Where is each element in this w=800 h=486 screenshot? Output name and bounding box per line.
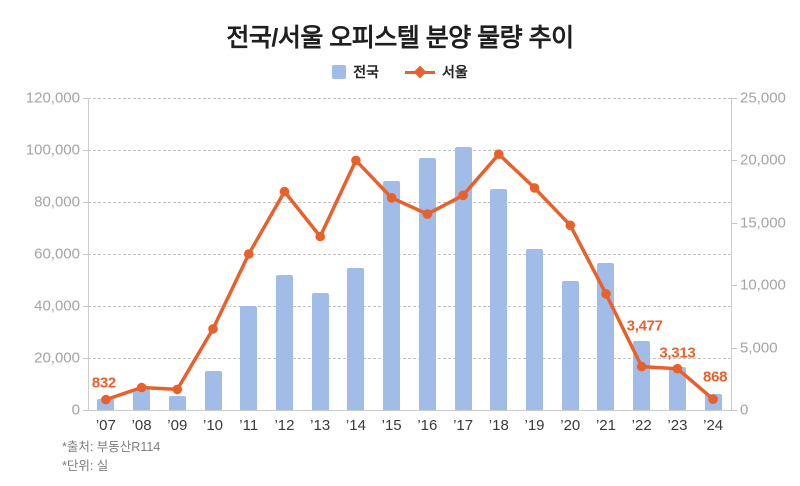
bar-09 [168,395,186,410]
y-axis-right-label: 10,000 [740,276,786,294]
gridline [88,202,731,203]
y-axis-right-tick [732,347,737,349]
gridline [88,150,731,151]
chart-legend: 전국 서울 [0,62,800,82]
legend-item-seoul: 서울 [405,62,468,82]
bar-10 [204,371,222,410]
point-label-3313: 3,313 [659,344,696,362]
source-note: *출처: 부동산R114 [62,440,161,454]
bar-12 [275,274,293,410]
y-axis-right-tick [732,410,737,411]
seoul-point-marker [565,220,576,231]
y-axis-left-tick [83,410,88,411]
y-axis-left-tick [83,358,88,359]
seoul-point-marker [315,231,326,242]
bar-07 [97,399,115,410]
gridline [88,306,731,307]
bar-13 [311,293,329,410]
seoul-point-marker [172,384,183,395]
seoul-point-marker [208,324,218,334]
x-axis-label: ’08 [131,417,152,434]
bar-18 [490,189,508,410]
bar-24 [704,394,722,410]
bar-swatch-icon [332,65,347,79]
legend-label-seoul: 서울 [442,64,468,80]
y-axis-left-tick [83,150,88,151]
x-axis-label: ’24 [703,417,724,434]
y-axis-left-line [88,98,89,411]
y-axis-right-label: 20,000 [740,151,786,169]
x-axis-label: ’17 [453,417,474,434]
legend-label-nationwide: 전국 [353,64,379,80]
x-axis-label: ’07 [95,417,116,434]
point-label-868: 868 [703,368,728,386]
y-axis-left-tick [83,254,88,255]
bar-20 [561,281,579,410]
line-swatch-icon [405,65,435,79]
y-axis-left-tick [83,202,88,203]
bar-11 [240,306,258,410]
x-axis-label: ’20 [560,417,581,434]
seoul-point-marker [529,183,540,193]
x-axis-label: ’09 [167,417,188,434]
x-axis-label: ’10 [203,417,224,434]
seoul-point-marker [351,155,361,166]
y-axis-right-label: 25,000 [740,89,786,107]
chart-title: 전국/서울 오피스텔 분양 물량 추이 [226,24,574,52]
x-axis-label: ’21 [595,417,616,434]
y-axis-left-label: 40,000 [34,297,80,315]
y-axis-right-label: 0 [740,401,749,419]
bar-15 [383,181,401,410]
x-axis-label: ’11 [239,417,259,434]
point-label-832: 832 [91,374,116,392]
x-axis-label: ’18 [488,417,509,434]
bar-19 [526,248,544,410]
x-axis-label: ’13 [310,417,331,434]
y-axis-left-label: 100,000 [25,141,80,159]
y-axis-left-tick [83,98,88,99]
x-axis-label: ’16 [417,417,438,434]
y-axis-right-tick [732,222,737,224]
x-axis-label: ’15 [381,417,402,434]
x-axis-line [88,410,732,411]
seoul-line [104,152,715,402]
y-axis-right-tick [732,285,737,287]
seoul-point-marker [279,186,290,197]
bar-08 [133,388,151,410]
y-axis-right-label: 15,000 [740,214,786,232]
footnotes: *출처: 부동산R114 *단위: 실 [62,438,160,476]
y-axis-right-label: 5,000 [740,339,778,357]
y-axis-left-label: 80,000 [34,193,80,211]
point-label-3477: 3,477 [626,317,663,335]
diamond-marker-icon [413,65,427,79]
x-axis-label: ’19 [524,417,545,434]
gridline [88,98,731,99]
bar-17 [454,147,472,410]
gridline [88,254,731,255]
x-axis-label: ’22 [631,417,652,434]
y-axis-right-line [731,98,732,411]
y-axis-right-tick [732,160,737,162]
unit-note: *단위: 실 [62,458,109,473]
bar-22 [633,341,651,410]
legend-item-nationwide: 전국 [332,62,379,82]
x-axis-label: ’14 [345,417,366,434]
y-axis-left-label: 20,000 [34,349,80,367]
bar-23 [668,367,686,410]
y-axis-left-label: 60,000 [34,245,80,263]
x-axis-label: ’23 [667,417,688,434]
bar-14 [347,268,365,410]
y-axis-left-label: 120,000 [25,89,80,107]
bar-21 [597,263,615,410]
y-axis-right-tick [732,98,737,99]
y-axis-left-tick [83,306,88,307]
y-axis-left-label: 0 [71,401,80,419]
bar-16 [418,157,436,410]
x-axis-label: ’12 [274,417,295,434]
